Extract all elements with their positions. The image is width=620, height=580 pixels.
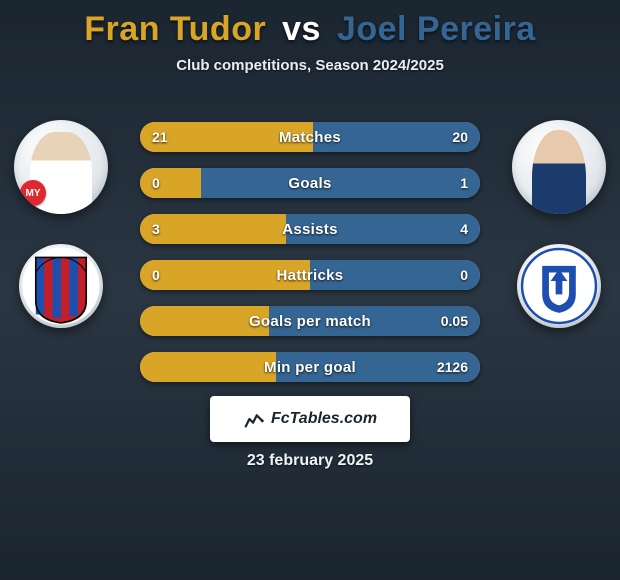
stat-label: Goals per match bbox=[140, 306, 480, 336]
stat-row: 2126Min per goal bbox=[140, 352, 480, 382]
brand-logo-icon bbox=[243, 408, 265, 430]
player2-avatar bbox=[512, 120, 606, 214]
subtitle: Club competitions, Season 2024/2025 bbox=[0, 57, 620, 74]
footer-date: 23 february 2025 bbox=[0, 452, 620, 470]
stat-label: Min per goal bbox=[140, 352, 480, 382]
stat-label: Assists bbox=[140, 214, 480, 244]
stat-row: 2120Matches bbox=[140, 122, 480, 152]
left-column bbox=[14, 120, 108, 328]
player2-name: Joel Pereira bbox=[337, 10, 536, 48]
club2-crest-icon bbox=[517, 244, 601, 328]
club1-crest-icon bbox=[19, 244, 103, 328]
stat-label: Goals bbox=[140, 168, 480, 198]
brand-label: FcTables.com bbox=[271, 410, 377, 428]
stat-row: 00Hattricks bbox=[140, 260, 480, 290]
comparison-bars: 2120Matches 01Goals 34Assists 00Hattricks 0.… bbox=[140, 122, 480, 382]
player1-name: Fran Tudor bbox=[84, 10, 266, 48]
page-title: Fran Tudor vs Joel Pereira bbox=[0, 0, 620, 49]
right-column bbox=[512, 120, 606, 328]
stat-row: 34Assists bbox=[140, 214, 480, 244]
comparison-card: Fran Tudor vs Joel Pereira Club competit… bbox=[0, 0, 620, 580]
brand-badge[interactable]: FcTables.com bbox=[210, 396, 410, 442]
player1-avatar bbox=[14, 120, 108, 214]
vs-label: vs bbox=[282, 10, 321, 48]
stat-row: 01Goals bbox=[140, 168, 480, 198]
stat-label: Matches bbox=[140, 122, 480, 152]
stat-label: Hattricks bbox=[140, 260, 480, 290]
club2-crest bbox=[517, 244, 601, 328]
club1-crest bbox=[19, 244, 103, 328]
stat-row: 0.05Goals per match bbox=[140, 306, 480, 336]
